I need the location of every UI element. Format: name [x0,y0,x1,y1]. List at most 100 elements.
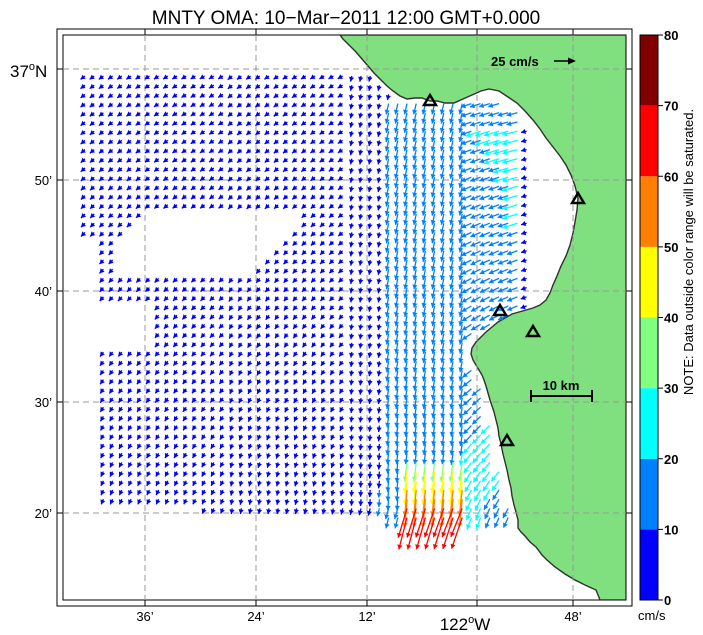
vector-head [384,155,390,161]
vector-head [108,74,114,80]
vector-head [174,489,179,496]
vector-head [367,131,373,137]
vector-head [275,499,281,505]
vector-head [228,130,233,135]
vector-head [480,438,486,444]
vector-head [491,476,497,482]
vector-head [182,305,188,311]
vector-head [472,409,478,415]
vector-head [403,247,409,253]
vector-head [464,477,469,483]
vector-head [229,462,235,468]
vector-head [108,194,114,200]
vector-head [284,509,290,514]
vector-head [181,129,187,135]
vector-head [430,339,436,345]
vector-head [367,205,373,211]
vector-shaft [398,517,408,550]
vector-head [155,379,160,385]
vector-head [146,369,151,375]
vector-head [421,339,427,345]
vector-head [293,425,299,431]
vector-head [301,231,307,237]
vector-head [367,150,373,156]
vector-head [135,176,141,181]
vector-head [458,404,464,409]
vector-head [238,481,244,487]
vector-head [319,231,325,237]
vector-head [99,259,105,265]
vector-head [507,269,513,274]
vector-head [461,269,467,275]
vector-head [385,487,391,492]
vector-head [502,149,508,155]
lat-label-50: 50’ [35,173,52,188]
vector-head [127,296,133,301]
vector-head [227,93,233,98]
vector-head [237,139,243,145]
vector-head [265,277,271,283]
vector-head [393,219,399,225]
vector-head [209,102,215,107]
vector-head [502,205,508,211]
vector-head [291,92,298,98]
vector-head [108,212,114,218]
vector-head [349,389,355,395]
vector-head [376,122,382,128]
vector-head [412,164,418,170]
vector-head [449,201,455,207]
vector-head [227,74,233,80]
vector-head [292,111,298,117]
vector-head [173,305,179,311]
vector-head [255,185,261,191]
vector-head [273,83,279,89]
vector-head [312,499,318,505]
vector-head [266,425,271,431]
vector-head [384,219,390,225]
vector-head [108,259,114,265]
vector-head [256,277,262,283]
vector-head [219,378,225,384]
vector-head [385,450,391,455]
vector-head [458,275,464,280]
vector-head [302,296,307,302]
vector-head [470,177,476,182]
vector-head [201,388,206,394]
vector-head [293,509,299,514]
vector-head [449,413,455,419]
vector-head [458,210,464,216]
vector-head [208,74,215,79]
vector-head [256,444,262,450]
vector-head [449,127,454,133]
vector-head [126,222,132,228]
vector-head [421,422,427,428]
vector-head [283,203,289,209]
vector-head [256,323,262,330]
vector-head [403,155,409,161]
vector-head [275,435,281,441]
vector-head [293,388,299,394]
vector-head [255,83,261,89]
vector-head [144,102,150,107]
vector-head [394,450,400,455]
vector-head [209,305,215,310]
vector-head [200,314,206,320]
vector-head [146,388,151,394]
vector-head [144,111,150,117]
vector-head [108,185,114,191]
vector-head [475,523,481,529]
vector-head [312,407,317,413]
vector-shaft [406,508,417,538]
vector-head [247,314,253,320]
vector-head [458,367,464,373]
vector-head [320,259,326,264]
vector-head [181,102,187,107]
vector-head [182,332,188,338]
vector-head [163,185,169,190]
vector-head [201,499,207,505]
vector-head [137,462,142,468]
vector-head [384,330,390,336]
vector-head [463,428,469,434]
vector-head [237,203,243,209]
vector-head [246,166,252,172]
